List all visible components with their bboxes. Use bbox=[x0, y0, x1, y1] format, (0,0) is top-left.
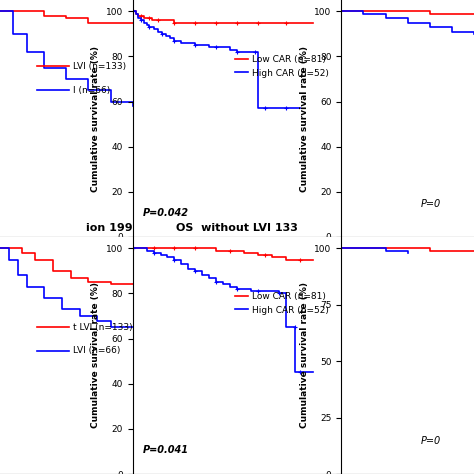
Text: LVI (n=66): LVI (n=66) bbox=[73, 346, 120, 355]
Text: LVI (n=133): LVI (n=133) bbox=[73, 62, 126, 71]
Legend: Low CAR (n=81), High CAR (n=52): Low CAR (n=81), High CAR (n=52) bbox=[231, 289, 333, 318]
Text: P=0.041: P=0.041 bbox=[143, 445, 189, 455]
Title: OS  without LVI 133: OS without LVI 133 bbox=[176, 223, 298, 233]
Y-axis label: Cumulative survival rate (%): Cumulative survival rate (%) bbox=[300, 46, 309, 191]
Y-axis label: Cumulative survival rate (%): Cumulative survival rate (%) bbox=[91, 283, 100, 428]
Text: P=0: P=0 bbox=[421, 436, 441, 446]
Text: I (n=66): I (n=66) bbox=[73, 86, 110, 94]
Text: P=0.042: P=0.042 bbox=[143, 208, 189, 218]
Text: t LVI (n=133): t LVI (n=133) bbox=[73, 323, 133, 331]
Y-axis label: Cumulative survival rate (%): Cumulative survival rate (%) bbox=[300, 283, 309, 428]
Legend: Low CAR (n=81), High CAR (n=52): Low CAR (n=81), High CAR (n=52) bbox=[231, 52, 333, 81]
Text: ion 199: ion 199 bbox=[86, 223, 133, 233]
Text: P=0: P=0 bbox=[421, 199, 441, 209]
X-axis label: months): months) bbox=[87, 261, 133, 271]
X-axis label: Disease free survival (months): Disease free survival (months) bbox=[153, 261, 321, 271]
Y-axis label: Cumulative survival rate (%): Cumulative survival rate (%) bbox=[91, 46, 100, 191]
